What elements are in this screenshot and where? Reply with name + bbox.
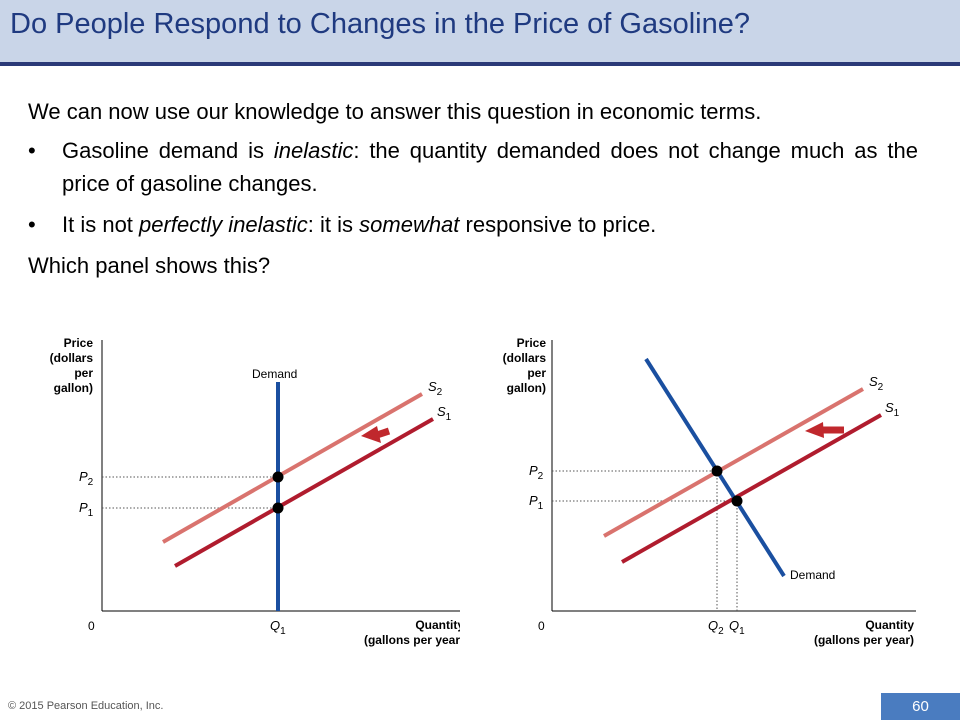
right-s2-label-sub: 2	[878, 382, 884, 393]
right-diagram: Price (dollars per gallon) Quantity (gal…	[503, 336, 916, 647]
left-p2-label-letter: P	[79, 469, 88, 484]
text-run: : it is	[307, 212, 360, 237]
left-xlabel-line-1: Quantity	[415, 618, 460, 632]
right-s1-label: S1	[885, 400, 900, 419]
right-xlabel-line-2: (gallons per year)	[814, 633, 914, 647]
right-p2-label: P2	[529, 463, 544, 482]
left-equilibrium-p1	[272, 502, 284, 514]
page-number-badge: 60	[881, 693, 960, 720]
left-demand-label: Demand	[252, 367, 297, 381]
right-q1-label-sub: 1	[739, 626, 745, 637]
title-rule	[0, 62, 960, 66]
title-bar	[0, 0, 960, 62]
right-p1-label-letter: P	[529, 493, 538, 508]
text-run: Gasoline demand is	[62, 138, 274, 163]
left-q1-label: Q1	[270, 618, 286, 637]
left-q1-label-sub: 1	[280, 626, 286, 637]
right-shift-arrow-head	[805, 422, 824, 438]
left-s2-label-letter: S	[428, 379, 437, 394]
left-ylabel-line-4: gallon)	[54, 381, 93, 395]
text-run: It is not	[62, 212, 140, 237]
text-run: : the quantity demanded does not change …	[62, 138, 918, 196]
right-p1-label: P1	[529, 493, 544, 512]
bullet-mark: •	[28, 212, 36, 237]
bullet-1-text: Gasoline demand is inelastic: the quanti…	[62, 138, 918, 196]
left-p1-label-letter: P	[79, 500, 88, 515]
slide-body: We can now use our knowledge to answer t…	[28, 95, 918, 288]
slide-title: Do People Respond to Changes in the Pric…	[10, 8, 750, 40]
right-q2-label-letter: Q	[708, 618, 718, 633]
right-equilibrium-p2	[711, 465, 723, 477]
left-panel: Price (dollars per gallon) Quantity (gal…	[0, 330, 466, 660]
left-ylabel-line-3: per	[74, 366, 93, 380]
copyright-footer: © 2015 Pearson Education, Inc.	[8, 700, 164, 712]
emphasis-text: somewhat	[359, 212, 460, 237]
left-p2-label-sub: 2	[88, 477, 94, 488]
bullet-mark: •	[28, 138, 36, 163]
left-s2-label-sub: 2	[437, 387, 443, 398]
left-shift-arrow-head	[361, 426, 381, 443]
right-ylabel-line-3: per	[527, 366, 546, 380]
intro-text: We can now use our knowledge to answer t…	[28, 99, 762, 124]
bullet-2-text: It is not perfectly inelastic: it is som…	[62, 212, 656, 237]
bullet-1: • Gasoline demand is inelastic: the quan…	[28, 134, 918, 200]
bullet-2: • It is not perfectly inelastic: it is s…	[28, 208, 918, 241]
right-ylabel-line-1: Price	[517, 336, 547, 350]
left-s1-curve	[174, 417, 434, 568]
right-origin-label: 0	[538, 619, 545, 633]
left-equilibrium-p2	[272, 471, 284, 483]
right-q1-label: Q1	[729, 618, 745, 637]
question-text: Which panel shows this?	[28, 253, 271, 278]
left-origin-label: 0	[88, 619, 95, 633]
right-xlabel-line-1: Quantity	[865, 618, 914, 632]
right-equilibrium-p1	[731, 495, 743, 507]
emphasis-text: perfectly inelastic	[139, 212, 308, 237]
right-q1-label-letter: Q	[729, 618, 739, 633]
left-ylabel-line-2: (dollars	[50, 351, 94, 365]
left-xlabel-line-2: (gallons per year)	[364, 633, 460, 647]
left-ylabel-line-1: Price	[64, 336, 94, 350]
right-s1-curve	[621, 413, 882, 564]
right-demand-label: Demand	[790, 568, 835, 582]
right-p2-label-sub: 2	[538, 471, 544, 482]
right-s1-label-sub: 1	[894, 408, 900, 419]
right-q2-label: Q2	[708, 618, 724, 637]
right-p2-label-letter: P	[529, 463, 538, 478]
left-p1-label: P1	[79, 500, 94, 519]
left-s1-label: S1	[437, 404, 452, 423]
left-s2-curve	[162, 392, 423, 544]
right-s2-curve	[603, 387, 864, 538]
right-p1-label-sub: 1	[538, 501, 544, 512]
right-s2-label: S2	[869, 374, 884, 393]
right-s2-label-letter: S	[869, 374, 878, 389]
right-ylabel-line-4: gallon)	[507, 381, 546, 395]
left-s1-label-letter: S	[437, 404, 446, 419]
right-s1-label-letter: S	[885, 400, 894, 415]
right-panel: Price (dollars per gallon) Quantity (gal…	[480, 330, 940, 660]
left-q1-label-letter: Q	[270, 618, 280, 633]
left-s2-label: S2	[428, 379, 443, 398]
text-run: responsive to price.	[459, 212, 657, 237]
left-s1-label-sub: 1	[446, 412, 452, 423]
right-q2-label-sub: 2	[718, 626, 724, 637]
left-p1-label-sub: 1	[88, 508, 94, 519]
left-p2-label: P2	[79, 469, 94, 488]
left-diagram: Price (dollars per gallon) Quantity (gal…	[50, 336, 466, 647]
emphasis-text: inelastic	[273, 138, 354, 163]
right-ylabel-line-2: (dollars	[503, 351, 547, 365]
